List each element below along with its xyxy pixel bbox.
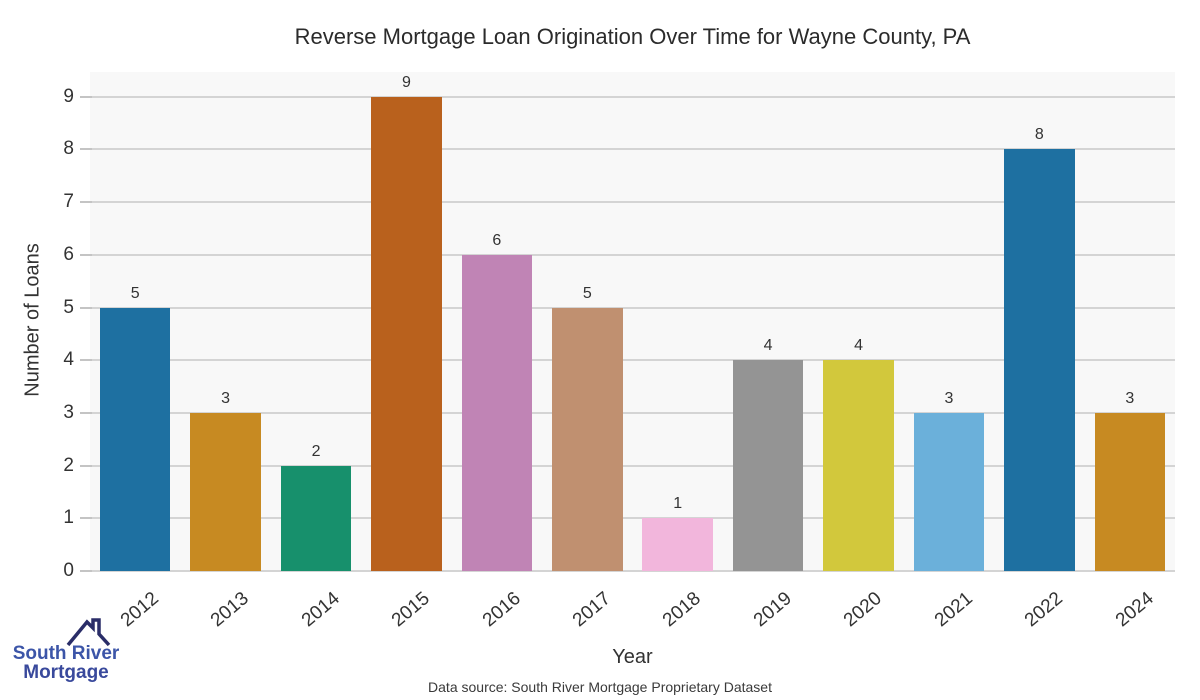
y-tick-mark-1 [80,517,92,520]
x-tick-label-2024: 2024 [1111,588,1158,632]
bar-2021 [913,412,985,571]
y-tick-label-9: 9 [63,85,74,107]
y-tick-mark-0 [80,570,92,572]
bar-2013 [190,412,261,571]
gridline-y-3 [90,411,1175,414]
x-tick-label-2012: 2012 [116,588,163,632]
x-tick-label-2016: 2016 [478,588,525,632]
bar-value-label-2019: 4 [763,337,773,355]
y-tick-label-2: 2 [63,454,74,476]
y-tick-mark-3 [80,411,92,414]
bar-value-label-2021: 3 [944,389,954,407]
y-tick-mark-4 [80,359,92,362]
gridline-y-4 [90,359,1175,362]
gridline-y-2 [90,464,1175,467]
y-tick-label-4: 4 [63,349,74,371]
x-tick-label-2015: 2015 [388,588,434,632]
x-tick-label-2021: 2021 [930,588,977,632]
logo-text-line1: South River [12,643,120,664]
gridline-y-7 [90,201,1175,204]
bar-2022 [1004,149,1075,571]
y-tick-mark-9 [80,95,92,98]
house-roof-icon [66,618,111,647]
bar-2012 [99,307,171,571]
bar-value-label-2014: 2 [311,442,321,460]
y-tick-mark-2 [80,464,92,467]
y-tick-label-3: 3 [63,401,74,423]
y-tick-label-5: 5 [63,296,74,318]
x-tick-label-2017: 2017 [568,588,615,632]
south-river-mortgage-logo: South River Mortgage [10,598,122,688]
bar-value-label-2024: 3 [1125,389,1135,407]
bar-2024 [1094,412,1166,571]
bar-2014 [280,465,352,571]
bar-2015 [371,96,442,571]
y-tick-label-8: 8 [63,138,74,160]
bar-2018 [642,518,713,571]
bar-value-label-2016: 6 [492,231,502,249]
x-tick-label-2022: 2022 [1020,588,1067,632]
bar-value-label-2022: 8 [1034,126,1044,144]
bar-value-label-2017: 5 [582,284,592,302]
gridline-y-0 [90,570,1175,572]
chart-title: Reverse Mortgage Loan Origination Over T… [294,24,971,49]
bar-2020 [823,360,894,571]
x-tick-label-2013: 2013 [207,588,254,632]
y-tick-mark-7 [80,201,92,204]
x-tick-label-2020: 2020 [840,588,887,632]
x-tick-label-2014: 2014 [297,588,344,632]
bar-2016 [461,254,533,571]
x-tick-label-2019: 2019 [749,588,796,632]
bar-value-label-2018: 1 [673,495,683,513]
bar-value-label-2015: 9 [402,73,411,91]
y-tick-label-1: 1 [63,507,74,529]
bar-2017 [552,307,623,571]
x-axis-title: Year [612,646,653,668]
data-source-note: Data source: South River Mortgage Propri… [428,679,772,695]
bar-value-label-2020: 4 [854,337,863,355]
y-tick-label-7: 7 [63,191,74,213]
gridline-y-6 [90,253,1175,256]
logo-text-line2: Mortgage [23,662,109,683]
gridline-y-1 [90,517,1175,520]
bar-value-label-2012: 5 [130,284,140,302]
x-tick-label-2018: 2018 [659,588,706,632]
plot-area: 5 3 2 9 6 5 1 4 4 3 8 3 [90,72,1175,572]
y-tick-label-6: 6 [63,243,74,265]
gridline-y-5 [90,306,1175,309]
y-tick-mark-8 [80,148,92,151]
y-tick-mark-6 [80,253,92,256]
bar-value-label-2013: 3 [221,389,231,407]
gridline-y-9 [90,95,1175,98]
bar-2019 [732,360,804,571]
y-tick-mark-5 [80,306,92,309]
y-tick-label-0: 0 [63,560,74,581]
gridline-y-8 [90,148,1175,151]
